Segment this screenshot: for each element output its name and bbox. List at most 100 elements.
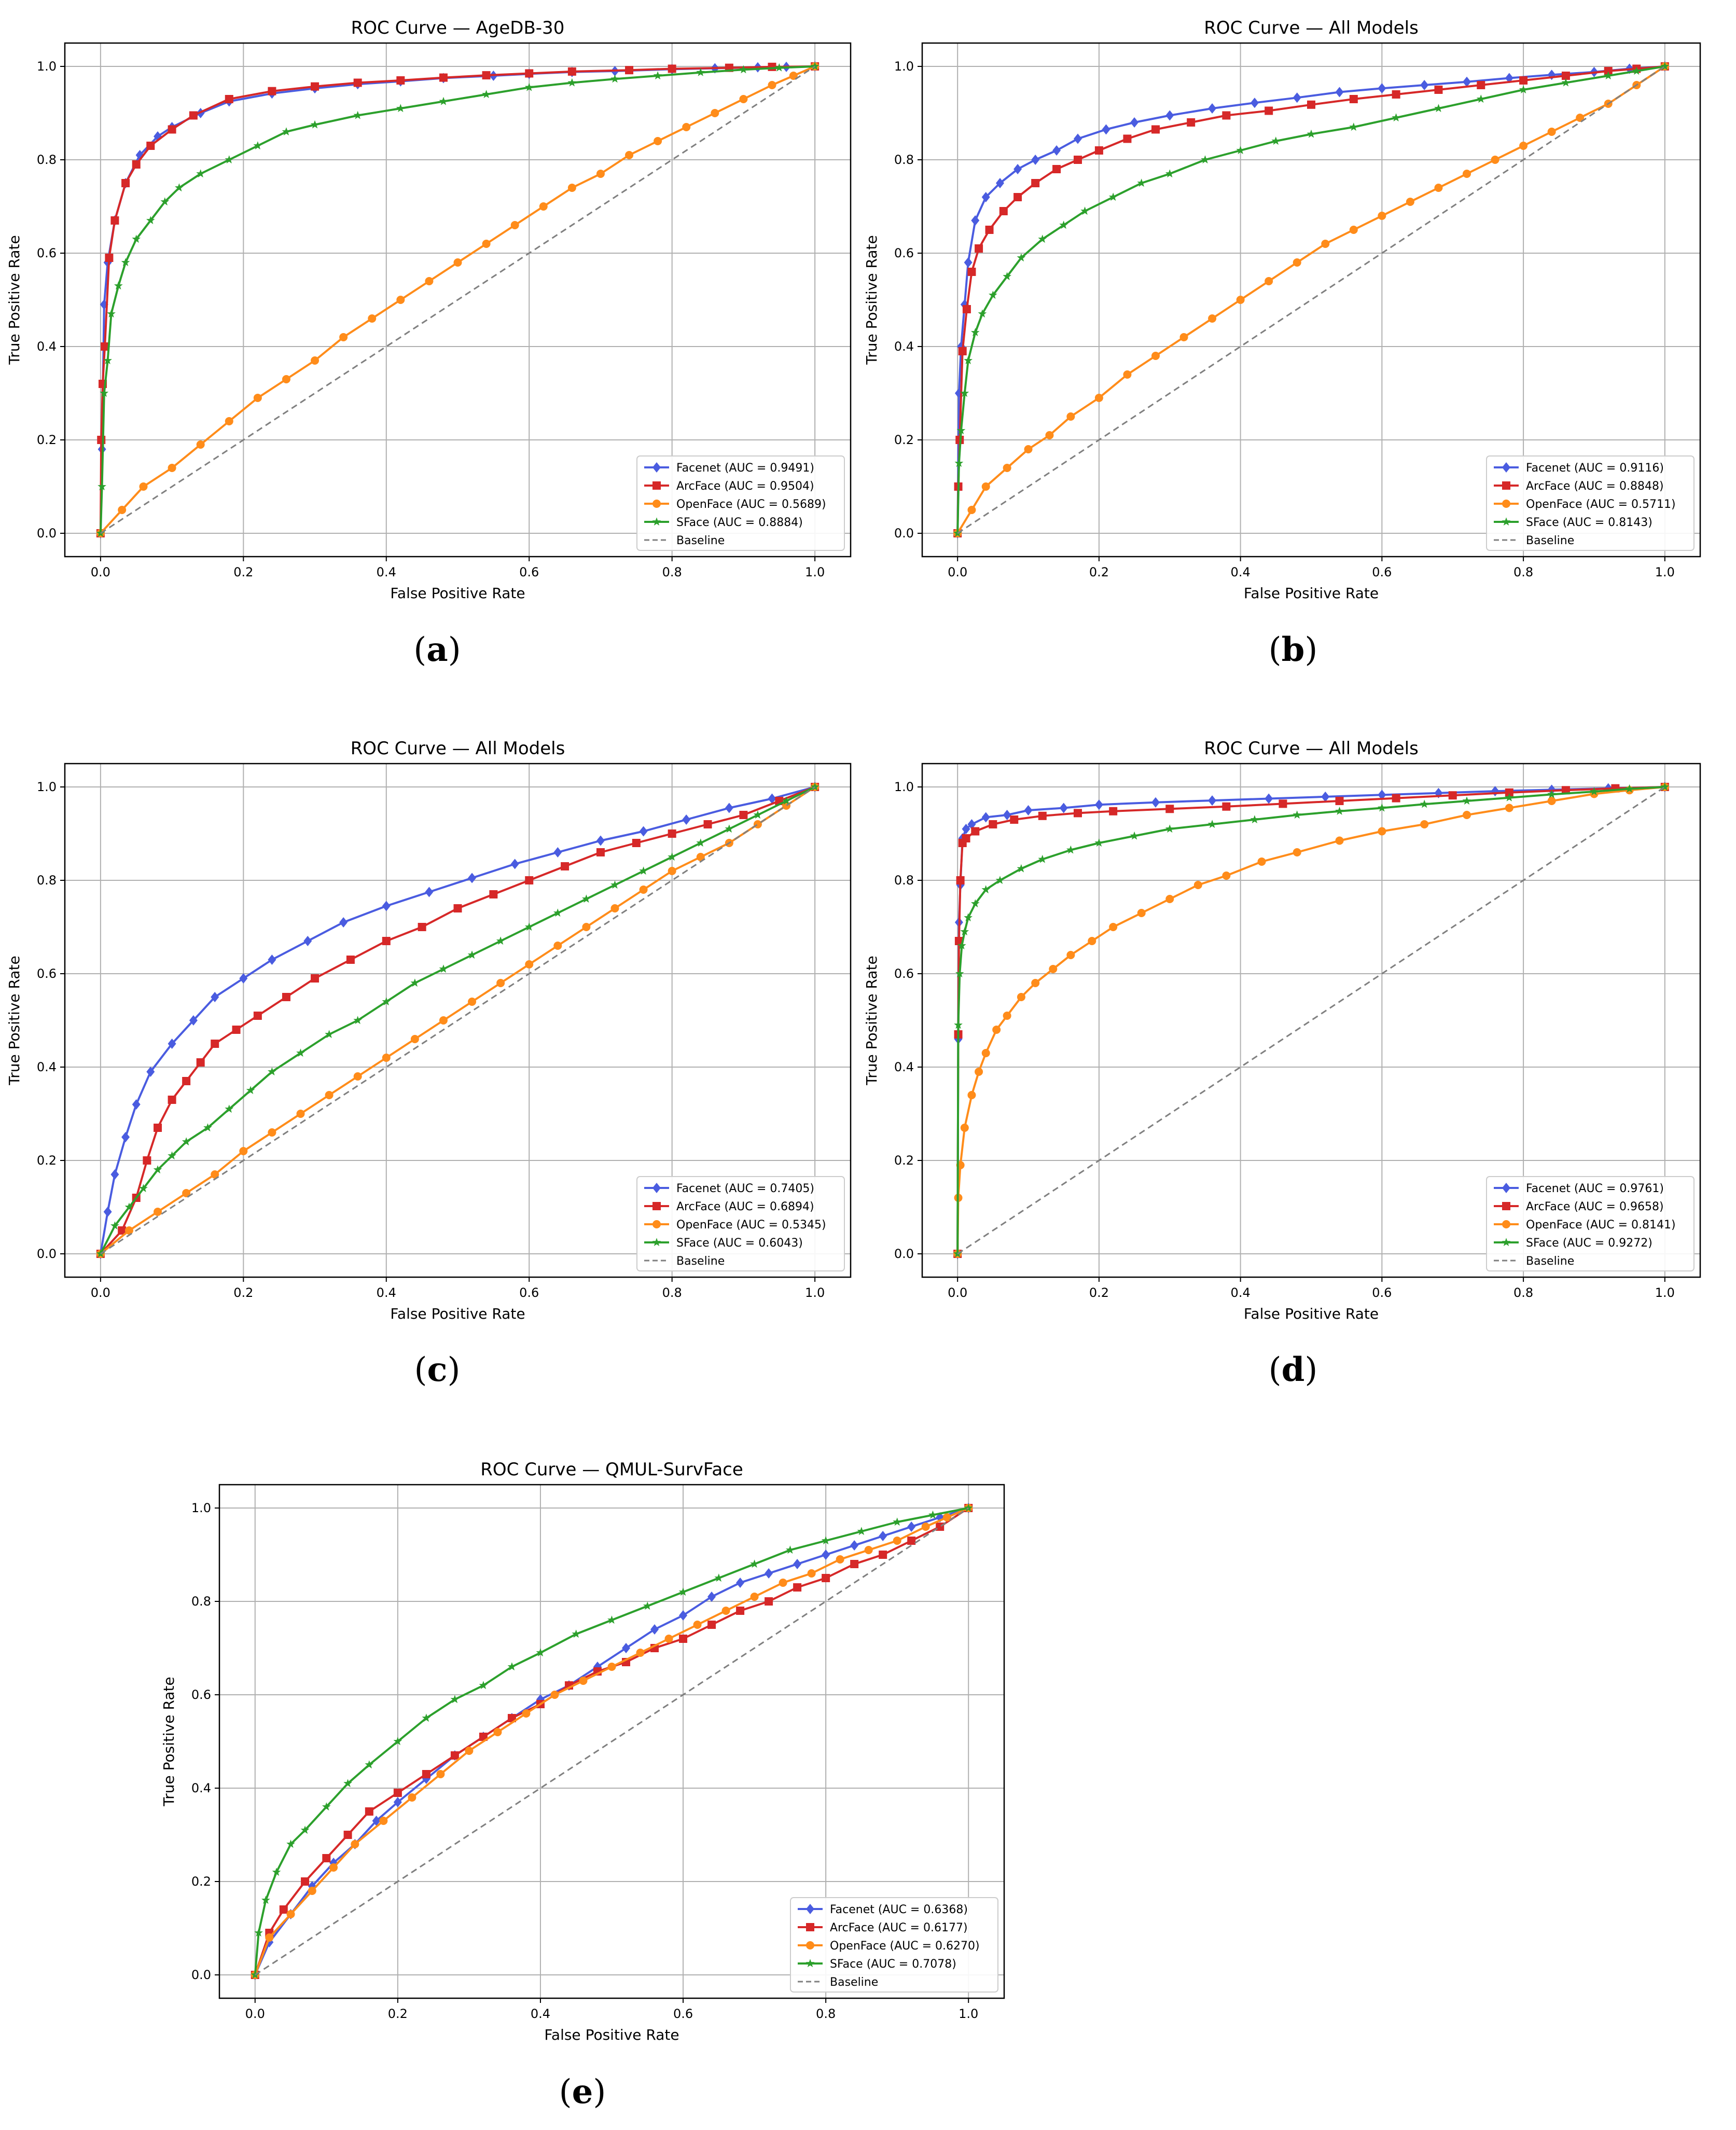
data-point-openface <box>711 109 719 117</box>
data-point-facenet <box>1378 83 1386 94</box>
caption-c: (c) <box>414 1350 461 1389</box>
legend-entry-sface: SFace (AUC = 0.6043) <box>676 1237 803 1250</box>
data-point-arcface <box>1094 146 1103 155</box>
data-point-arcface <box>97 436 106 444</box>
series-line-baseline <box>254 1507 969 1976</box>
x-tick-label: 0.6 <box>519 565 539 579</box>
data-point-facenet <box>468 873 477 883</box>
data-point-arcface <box>1561 786 1570 795</box>
data-point-sface <box>507 1662 517 1671</box>
data-point-openface <box>992 1026 1001 1034</box>
data-point-facenet <box>679 1610 688 1621</box>
data-point-sface <box>567 78 577 87</box>
y-tick-label: 0.6 <box>37 966 57 981</box>
data-point-facenet <box>682 814 691 825</box>
legend-marker-sface <box>1502 517 1511 526</box>
data-point-arcface <box>1307 100 1315 109</box>
data-point-sface <box>300 1825 310 1834</box>
data-point-arcface <box>1335 797 1344 805</box>
data-point-facenet <box>962 824 970 834</box>
legend-marker-arcface <box>652 1202 661 1210</box>
data-point-sface <box>1420 799 1429 808</box>
data-point-openface <box>1017 993 1025 1001</box>
data-point-sface <box>1207 820 1217 828</box>
data-point-arcface <box>196 1058 205 1067</box>
data-point-sface <box>696 838 705 847</box>
data-point-arcface <box>311 974 320 983</box>
data-point-openface <box>1463 170 1471 178</box>
data-point-arcface <box>1187 118 1196 127</box>
data-point-sface <box>1130 831 1139 840</box>
data-point-openface <box>1049 965 1058 973</box>
data-point-openface <box>139 482 148 491</box>
legend-entry-sface: SFace (AUC = 0.8884) <box>676 516 803 529</box>
data-point-facenet <box>303 936 312 946</box>
legend-entry-facenet: Facenet (AUC = 0.6368) <box>830 1903 968 1916</box>
data-point-sface <box>382 997 391 1006</box>
data-point-sface <box>1561 78 1571 87</box>
data-point-arcface <box>346 956 355 964</box>
data-point-openface <box>1179 333 1188 341</box>
data-point-sface <box>396 104 405 113</box>
data-point-sface <box>439 964 448 973</box>
data-point-sface <box>1293 810 1302 819</box>
x-tick-label: 1.0 <box>805 1285 825 1300</box>
legend: Facenet (AUC = 0.9761) ArcFace (AUC = 0.9… <box>1486 1176 1695 1271</box>
data-point-arcface <box>1448 791 1457 800</box>
data-point-arcface <box>450 1751 459 1760</box>
y-tick-label: 1.0 <box>894 780 914 794</box>
data-point-sface <box>810 782 820 791</box>
data-point-sface <box>1547 790 1556 798</box>
legend-marker-arcface <box>806 1923 814 1931</box>
data-point-sface <box>114 281 123 290</box>
data-point-arcface <box>1052 165 1061 173</box>
data-point-sface <box>1003 272 1011 281</box>
data-point-facenet <box>1031 155 1040 165</box>
data-point-sface <box>1476 94 1485 103</box>
data-point-sface <box>610 74 619 83</box>
data-point-sface <box>956 426 966 435</box>
data-point-arcface <box>422 1770 430 1778</box>
chart-d: 0.0 0.2 0.4 0.6 0.8 1.0 0.0 0.2 0.4 0.6 0.8 1.0 ROC … <box>863 738 1701 1322</box>
y-axis-label: True Positive Rate <box>6 235 23 365</box>
data-point-openface <box>1378 212 1386 220</box>
data-point-arcface <box>625 66 634 75</box>
data-point-sface <box>1660 62 1670 71</box>
data-point-sface <box>995 876 1005 884</box>
data-point-facenet <box>1463 76 1471 87</box>
data-point-facenet <box>1335 87 1344 98</box>
data-point-facenet <box>1491 786 1499 797</box>
data-point-arcface <box>182 1077 191 1085</box>
legend-marker-sface <box>652 517 661 526</box>
y-tick-label: 0.8 <box>894 873 914 888</box>
data-point-openface <box>779 1579 787 1587</box>
data-point-openface <box>1378 827 1386 836</box>
data-point-arcface <box>793 1583 802 1592</box>
data-point-arcface <box>1222 111 1231 120</box>
data-point-arcface <box>211 1040 219 1048</box>
data-point-sface <box>254 1928 263 1937</box>
data-point-facenet <box>268 955 276 965</box>
x-tick-label: 1.0 <box>959 2007 978 2021</box>
data-point-facenet <box>1130 117 1139 128</box>
data-point-facenet <box>189 1015 198 1026</box>
data-point-sface <box>668 852 677 861</box>
data-point-openface <box>368 314 377 323</box>
data-point-openface <box>1165 895 1174 903</box>
x-axis-label: False Positive Rate <box>1244 585 1379 602</box>
data-point-openface <box>351 1840 359 1848</box>
data-point-openface <box>981 482 990 491</box>
data-point-facenet <box>996 178 1004 188</box>
y-tick-label: 0.0 <box>894 526 914 541</box>
data-point-sface <box>146 216 155 225</box>
legend: Facenet (AUC = 0.6368) ArcFace (AUC = 0.6… <box>790 1897 998 1993</box>
data-point-openface <box>1222 872 1231 880</box>
data-point-arcface <box>567 67 576 76</box>
data-point-openface <box>967 506 976 514</box>
y-tick-label: 0.8 <box>37 153 57 167</box>
data-point-arcface <box>105 254 114 262</box>
data-point-sface <box>774 63 784 72</box>
data-point-facenet <box>981 812 990 823</box>
x-tick-label: 0.0 <box>948 565 967 579</box>
data-point-arcface <box>1265 106 1273 115</box>
